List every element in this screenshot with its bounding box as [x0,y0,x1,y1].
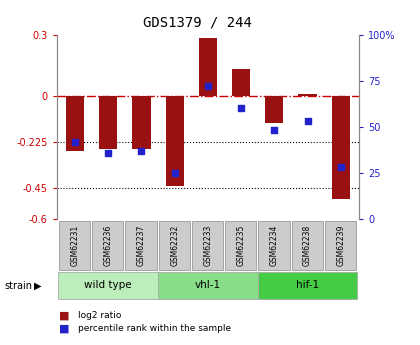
Point [304,118,311,124]
Bar [299,94,317,96]
Bar [159,221,190,270]
Bar [332,96,350,199]
Text: GSM62239: GSM62239 [336,225,345,266]
Bar [232,69,250,96]
Point [138,148,145,154]
Bar [132,96,151,149]
Text: log2 ratio: log2 ratio [78,311,121,320]
Bar [258,272,357,299]
Bar [265,96,284,123]
Text: GSM62236: GSM62236 [104,225,113,266]
Bar [99,96,117,149]
Text: strain: strain [4,281,32,290]
Bar [199,38,217,96]
Bar [59,221,90,270]
Text: ■: ■ [59,311,69,321]
Text: ▶: ▶ [34,281,42,290]
Point [205,83,211,89]
Text: GSM62233: GSM62233 [203,225,213,266]
Text: wild type: wild type [84,280,132,290]
Text: GSM62238: GSM62238 [303,225,312,266]
Text: GSM62235: GSM62235 [236,225,246,266]
Point [171,170,178,176]
Text: GSM62234: GSM62234 [270,225,279,266]
Text: GSM62232: GSM62232 [170,225,179,266]
Bar [126,221,157,270]
Bar [158,272,258,299]
Point [105,150,112,155]
Bar [192,221,223,270]
Point [238,106,244,111]
Text: vhl-1: vhl-1 [195,280,221,290]
Bar [325,221,356,270]
Text: GDS1379 / 244: GDS1379 / 244 [143,16,252,30]
Text: ■: ■ [59,324,69,333]
Bar [258,221,290,270]
Bar [165,96,184,186]
Bar [66,96,84,151]
Point [271,128,278,133]
Text: percentile rank within the sample: percentile rank within the sample [78,324,231,333]
Bar [58,272,158,299]
Text: GSM62231: GSM62231 [71,225,79,266]
Point [72,139,79,144]
Bar [225,221,257,270]
Bar [92,221,123,270]
Text: hif-1: hif-1 [296,280,319,290]
Bar [291,221,323,270]
Text: GSM62237: GSM62237 [137,225,146,266]
Point [337,165,344,170]
